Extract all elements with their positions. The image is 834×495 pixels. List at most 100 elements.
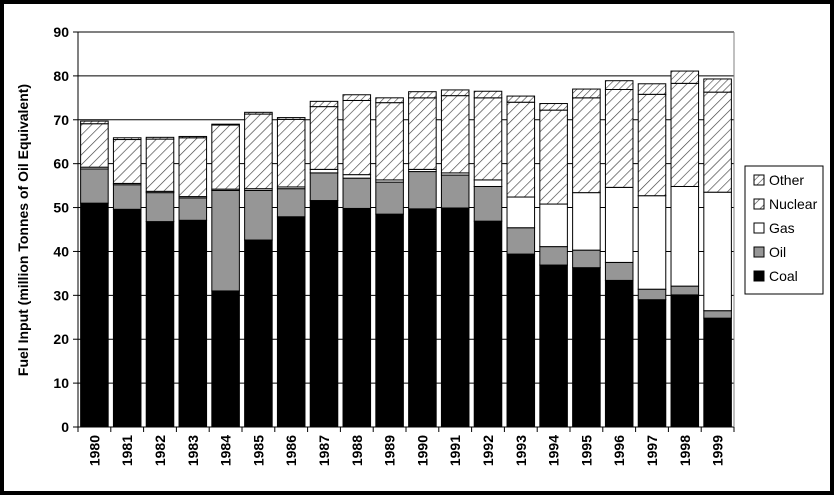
bar-coal-1994 xyxy=(539,264,568,428)
x-tick-label: 1998 xyxy=(677,435,693,466)
bar-coal-1990 xyxy=(408,208,437,428)
y-tick-label: 80 xyxy=(53,68,69,84)
bar-nuclear-1987 xyxy=(309,106,339,170)
bar-oil-1982 xyxy=(145,192,175,223)
y-tick-label: 20 xyxy=(53,331,69,347)
grid-lines xyxy=(78,31,734,384)
x-tick-label: 1980 xyxy=(86,435,102,466)
legend-label-coal: Coal xyxy=(769,268,798,284)
bar-coal-1982 xyxy=(145,221,175,428)
bar-gas-1995 xyxy=(572,192,601,251)
bar-oil-1981 xyxy=(112,184,142,210)
bar-nuclear-1981 xyxy=(112,139,142,184)
legend-label-gas: Gas xyxy=(769,220,795,236)
bar-oil-1987 xyxy=(309,172,339,202)
bar-coal-1988 xyxy=(342,207,372,428)
bar-oil-1999 xyxy=(703,310,732,319)
y-tick-label: 90 xyxy=(53,24,69,40)
bar-oil-1995 xyxy=(572,249,601,269)
legend-label-nuclear: Nuclear xyxy=(769,196,818,212)
bar-other-1982 xyxy=(145,136,175,140)
legend-label-other: Other xyxy=(769,172,804,188)
bar-nuclear-1997 xyxy=(637,93,667,197)
bar-other-1986 xyxy=(276,117,306,120)
bar-oil-1989 xyxy=(375,181,404,215)
bar-nuclear-1994 xyxy=(539,109,568,205)
bar-oil-1991 xyxy=(440,174,470,209)
bar-other-1984 xyxy=(211,123,240,126)
y-tick-label: 0 xyxy=(61,419,69,435)
bar-coal-1993 xyxy=(506,253,536,428)
y-tick-labels: 0 10 20 30 40 50 60 70 80 90 xyxy=(53,24,78,435)
x-tick-label: 1982 xyxy=(152,435,168,466)
bar-nuclear-1985 xyxy=(244,113,273,190)
bar-gas-1998 xyxy=(670,185,700,287)
legend-swatch-coal xyxy=(753,270,765,282)
bar-coal-1981 xyxy=(112,208,142,428)
x-tick-label: 1995 xyxy=(578,435,594,466)
bar-oil-1993 xyxy=(506,227,536,255)
bar-nuclear-1991 xyxy=(440,95,470,174)
x-tick-label: 1991 xyxy=(447,435,463,466)
bar-oil-1998 xyxy=(670,285,700,296)
y-tick-label: 50 xyxy=(53,200,69,216)
x-tick-labels: 1980 1981 1982 1983 1984 1985 1986 1987 1988 1989… xyxy=(77,427,735,466)
bar-nuclear-1988 xyxy=(342,99,372,176)
bar-coal-1989 xyxy=(375,213,404,428)
bar-other-1985 xyxy=(244,111,273,115)
x-tick-label: 1993 xyxy=(513,435,529,466)
bar-other-1987 xyxy=(309,100,339,108)
bar-other-1993 xyxy=(506,95,536,103)
bar-coal-1996 xyxy=(604,279,634,428)
bar-nuclear-1982 xyxy=(145,138,175,192)
bar-nuclear-1986 xyxy=(276,118,306,188)
bar-gas-1993 xyxy=(506,196,536,229)
bar-gas-1996 xyxy=(604,186,634,263)
bar-oil-1996 xyxy=(604,261,634,281)
bar-coal-1999 xyxy=(703,317,732,428)
legend-label-oil: Oil xyxy=(769,244,786,260)
bar-coal-1983 xyxy=(178,219,208,428)
x-tick-label: 1997 xyxy=(644,435,660,466)
bar-nuclear-1990 xyxy=(408,97,437,170)
bar-nuclear-1984 xyxy=(211,124,240,190)
bar-nuclear-1992 xyxy=(473,97,503,181)
bar-nuclear-1993 xyxy=(506,101,536,198)
bar-coal-1987 xyxy=(309,200,339,428)
bar-nuclear-1989 xyxy=(375,102,404,181)
bar-coal-1995 xyxy=(572,267,601,428)
bar-oil-1992 xyxy=(473,185,503,222)
bar-other-1997 xyxy=(637,83,667,95)
x-tick-label: 1987 xyxy=(316,435,332,466)
bar-oil-1983 xyxy=(178,197,208,221)
y-tick-label: 10 xyxy=(53,375,69,391)
bar-oil-1994 xyxy=(539,246,568,266)
y-tick-label: 70 xyxy=(53,112,69,128)
bar-other-1996 xyxy=(604,80,634,90)
legend-swatch-other xyxy=(753,174,765,186)
bar-other-1991 xyxy=(440,89,470,97)
legend-swatch-gas xyxy=(753,222,765,234)
legend-swatch-oil xyxy=(753,246,765,258)
bar-oil-1985 xyxy=(244,189,273,241)
bar-oil-1997 xyxy=(637,288,667,301)
bar-other-1995 xyxy=(572,88,601,99)
bar-other-1992 xyxy=(473,90,503,99)
bar-nuclear-1999 xyxy=(703,91,732,193)
bar-nuclear-1996 xyxy=(604,88,634,188)
y-tick-label: 30 xyxy=(53,287,69,303)
bar-oil-1984 xyxy=(211,189,240,292)
bar-coal-1986 xyxy=(276,216,306,428)
bar-other-1990 xyxy=(408,91,437,99)
bar-gas-1997 xyxy=(637,195,667,290)
bar-gas-1994 xyxy=(539,203,568,248)
bar-coal-1997 xyxy=(637,299,667,428)
x-tick-label: 1999 xyxy=(710,435,726,466)
x-tick-label: 1996 xyxy=(611,435,627,466)
axes xyxy=(77,32,735,428)
bar-coal-1991 xyxy=(440,207,470,428)
legend-swatch-nuclear xyxy=(753,198,765,210)
x-tick-label: 1988 xyxy=(349,435,365,466)
chart-area: 0 10 20 30 40 50 60 70 80 90 1980 1981 1982 1983 1984… xyxy=(4,4,830,491)
bar-gas-1999 xyxy=(703,191,732,312)
